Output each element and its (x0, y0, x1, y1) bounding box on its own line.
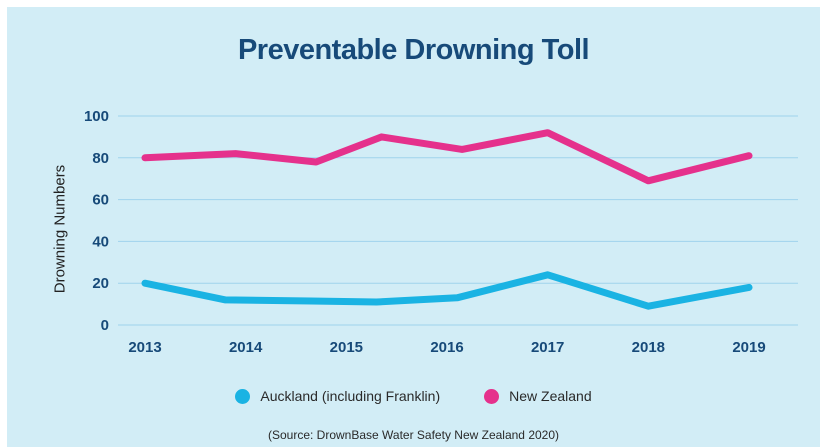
data-point-auckland (745, 284, 753, 291)
legend-label-auckland: Auckland (including Franklin) (260, 388, 441, 404)
x-tick-label: 2013 (128, 339, 161, 356)
data-point-auckland (373, 298, 380, 306)
data-point-auckland (453, 294, 461, 302)
data-point-auckland (222, 296, 229, 304)
x-tick-label: 2016 (430, 339, 463, 356)
legend-swatch-new-zealand (484, 388, 500, 404)
y-tick-label: 100 (84, 108, 109, 125)
legend-item-auckland: Auckland (including Franklin) (235, 388, 440, 404)
data-point-new-zealand (232, 150, 239, 157)
data-point-new-zealand (458, 146, 466, 153)
data-point-new-zealand (312, 158, 320, 166)
x-tick-label: 2019 (732, 339, 765, 356)
x-tick-label: 2014 (229, 339, 263, 356)
series-line-auckland (141, 271, 753, 310)
y-tick-label: 40 (92, 233, 109, 250)
data-point-auckland (544, 271, 551, 279)
source-note: (Source: DrownBase Water Safety New Zeal… (267, 428, 560, 442)
data-point-new-zealand (745, 152, 753, 159)
y-tick-label: 20 (92, 275, 109, 292)
data-point-auckland (645, 302, 652, 310)
data-point-auckland (307, 297, 315, 305)
data-point-auckland (141, 280, 149, 287)
legend-label-new-zealand: New Zealand (509, 388, 592, 404)
x-tick-label: 2015 (330, 339, 363, 356)
x-tick-label: 2017 (531, 339, 564, 356)
y-tick-label: 80 (92, 150, 109, 167)
legend: Auckland (including Franklin) New Zealan… (0, 388, 827, 404)
data-point-new-zealand (544, 129, 551, 136)
chart-background (7, 7, 820, 447)
series-line-new-zealand (141, 129, 753, 185)
y-tick-label: 0 (101, 317, 109, 334)
data-point-new-zealand (378, 133, 385, 141)
legend-item-new-zealand: New Zealand (484, 388, 592, 404)
data-point-new-zealand (645, 177, 652, 184)
data-point-new-zealand (141, 154, 149, 161)
legend-swatch-auckland (235, 388, 251, 404)
y-tick-label: 60 (92, 192, 109, 209)
chart-title: Preventable Drowning Toll (237, 34, 590, 66)
x-tick-label: 2018 (632, 339, 665, 356)
